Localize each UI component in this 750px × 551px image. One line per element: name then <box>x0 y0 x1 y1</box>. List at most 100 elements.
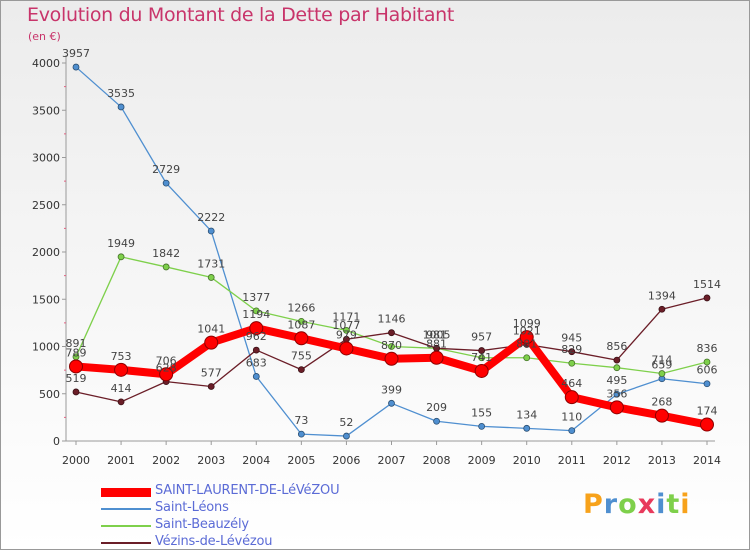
data-label: 1394 <box>648 289 676 302</box>
data-point <box>162 263 170 271</box>
data-label: 836 <box>697 342 718 355</box>
y-tick-label: 1500 <box>32 293 60 306</box>
data-label: 1087 <box>287 318 315 331</box>
chart-title: Evolution du Montant de la Dette par Hab… <box>27 4 455 26</box>
data-point <box>564 390 579 405</box>
x-tick-label: 2010 <box>513 454 541 467</box>
data-label: 891 <box>66 337 87 350</box>
data-label: 628 <box>156 362 177 375</box>
data-label: 464 <box>561 377 582 390</box>
legend-label: SAINT-LAURENT-DE-LéVéZOU <box>155 483 340 498</box>
data-point <box>613 364 621 372</box>
data-label: 209 <box>426 401 447 414</box>
data-point <box>523 354 531 362</box>
data-point <box>252 307 260 315</box>
x-tick-label: 2001 <box>107 454 135 467</box>
legend-label: Vézins-de-Lévézou <box>155 534 273 549</box>
data-point <box>388 343 395 350</box>
data-label: 1077 <box>332 319 360 332</box>
data-point <box>658 370 666 377</box>
data-label: 706 <box>156 354 177 367</box>
y-tick-label: 4000 <box>32 57 60 70</box>
x-tick-label: 2004 <box>242 454 270 467</box>
data-label: 755 <box>291 350 312 363</box>
data-point <box>388 399 395 407</box>
legend-swatch <box>101 487 151 497</box>
data-label: 753 <box>111 350 132 363</box>
data-point <box>297 366 305 374</box>
data-label: 2222 <box>197 211 225 224</box>
data-label: 155 <box>471 406 492 419</box>
data-label: 1731 <box>197 257 225 270</box>
data-point <box>523 424 531 432</box>
data-label: 945 <box>561 332 582 345</box>
data-point <box>478 354 486 362</box>
data-point <box>474 363 489 378</box>
data-label: 1377 <box>242 291 270 304</box>
data-label: 519 <box>66 372 87 385</box>
data-point <box>252 346 260 354</box>
y-tick-label: 0 <box>53 435 60 448</box>
data-label: 1842 <box>152 247 180 260</box>
legend-swatch <box>101 542 151 544</box>
data-label: 1099 <box>513 317 541 330</box>
data-point <box>568 427 576 435</box>
x-tick-label: 2013 <box>648 454 676 467</box>
data-point <box>384 351 399 366</box>
data-point <box>429 350 444 365</box>
data-label: 714 <box>651 354 672 367</box>
data-point <box>69 359 83 374</box>
legend-label: Saint-Beauzély <box>155 517 249 532</box>
data-point <box>613 390 621 398</box>
x-tick-label: 2005 <box>287 454 315 467</box>
data-point <box>700 417 714 432</box>
data-label: 856 <box>606 340 627 353</box>
data-label: 1949 <box>107 237 135 250</box>
data-point <box>207 227 215 235</box>
data-label: 1021 <box>513 325 541 338</box>
data-label: 981 <box>426 328 447 341</box>
y-tick-label: 2500 <box>32 199 60 212</box>
data-label: 789 <box>66 346 87 359</box>
data-label: 683 <box>246 356 267 369</box>
y-tick-label: 3500 <box>32 104 60 117</box>
data-label: 52 <box>339 416 353 429</box>
data-label: 1514 <box>693 278 721 291</box>
data-point <box>703 380 711 388</box>
x-tick-label: 2000 <box>62 454 90 467</box>
data-point <box>72 388 80 396</box>
data-label: 268 <box>651 396 672 409</box>
data-point <box>568 359 576 367</box>
data-point <box>252 373 260 380</box>
data-label: 962 <box>246 330 267 343</box>
legend-swatch <box>101 508 151 510</box>
data-point <box>72 63 80 71</box>
data-label: 134 <box>516 408 537 421</box>
data-point <box>703 358 711 366</box>
data-label: 829 <box>561 343 582 356</box>
data-point <box>294 331 309 346</box>
data-label: 1041 <box>197 323 225 336</box>
data-point <box>207 274 215 281</box>
data-label: 741 <box>471 351 492 364</box>
data-label: 870 <box>381 339 402 352</box>
data-point <box>204 335 219 350</box>
data-point <box>613 356 621 364</box>
data-point <box>703 294 711 302</box>
proxiti-logo: Proxiti <box>583 489 691 520</box>
data-label: 1194 <box>242 308 270 321</box>
x-tick-label: 2002 <box>152 454 180 467</box>
data-point <box>609 400 624 415</box>
data-point <box>654 408 669 423</box>
data-label: 659 <box>651 359 672 372</box>
data-point <box>339 341 354 356</box>
data-label: 110 <box>561 411 582 424</box>
data-point <box>297 430 305 438</box>
data-label: 2729 <box>152 163 180 176</box>
data-label: 881 <box>426 338 447 351</box>
data-point <box>658 305 666 313</box>
data-label: 1146 <box>378 313 406 326</box>
y-unit-label: (en €) <box>28 30 61 43</box>
data-label: 1171 <box>332 310 360 323</box>
